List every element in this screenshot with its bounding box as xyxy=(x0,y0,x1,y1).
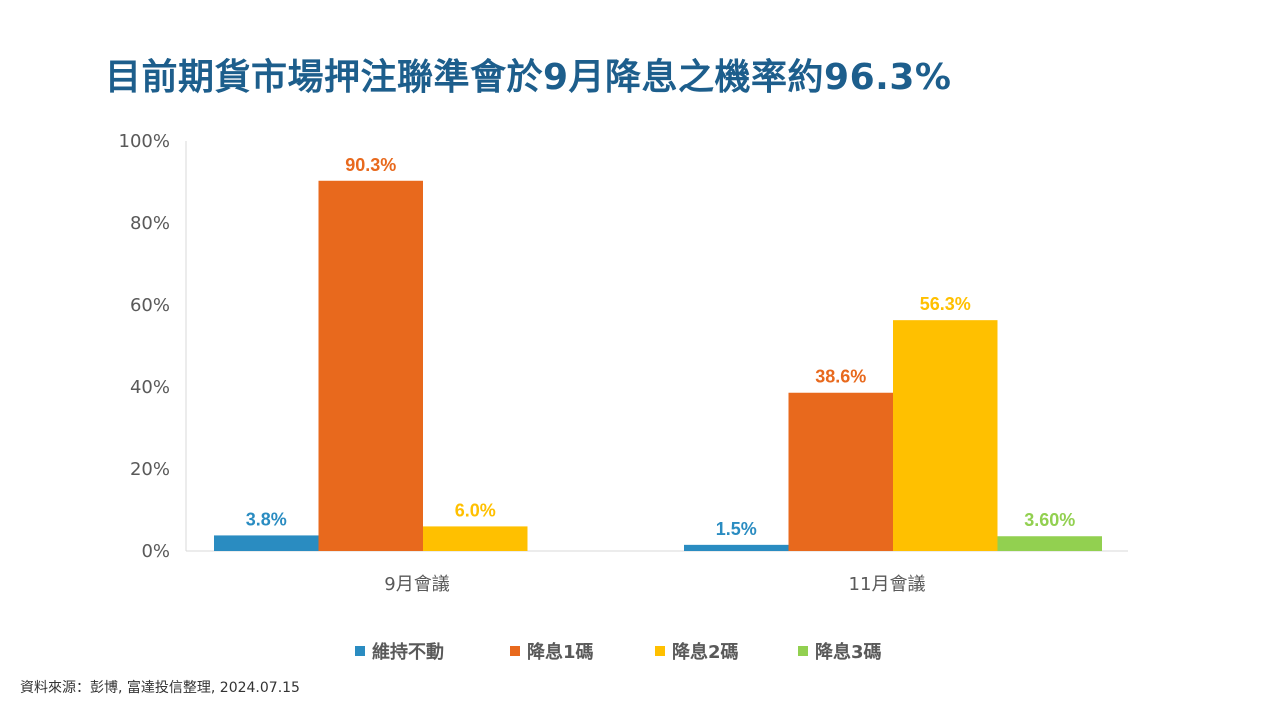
legend-label-cut-50bp: 降息2碼 xyxy=(672,642,739,663)
bar xyxy=(997,536,1102,551)
legend-label-cut-75bp: 降息3碼 xyxy=(815,642,882,663)
bar xyxy=(893,320,998,551)
legend-swatch-cut-25bp xyxy=(510,646,520,656)
data-label: 56.3% xyxy=(920,294,971,314)
data-label: 3.8% xyxy=(246,509,287,529)
bar xyxy=(214,535,319,551)
legend-label-hold: 維持不動 xyxy=(372,642,444,663)
legend-label-cut-25bp: 降息1碼 xyxy=(527,642,594,663)
data-label: 90.3% xyxy=(345,155,396,175)
source-note: 資料來源：彭博, 富達投信整理, 2024.07.15 xyxy=(20,680,300,696)
data-label: 6.0% xyxy=(455,500,496,520)
y-tick-label: 80% xyxy=(130,213,170,234)
y-tick-label: 20% xyxy=(130,459,170,480)
y-tick-label: 100% xyxy=(119,131,170,152)
legend-item-cut-75bp: 降息3碼 xyxy=(798,638,882,664)
bar xyxy=(423,526,528,551)
y-tick-label: 0% xyxy=(141,541,170,562)
y-tick-label: 40% xyxy=(130,377,170,398)
x-category-label: 11月會議 xyxy=(849,574,926,595)
chart-title: 目前期貨市場押注聯準會於9月降息之機率約96.3% xyxy=(105,57,952,98)
legend-swatch-cut-75bp xyxy=(798,646,808,656)
legend-item-cut-50bp: 降息2碼 xyxy=(655,638,739,664)
legend-item-cut-25bp: 降息1碼 xyxy=(510,638,594,664)
data-label: 3.60% xyxy=(1024,510,1075,530)
x-category-label: 9月會議 xyxy=(384,574,449,595)
legend-item-hold: 維持不動 xyxy=(355,638,444,664)
bar xyxy=(684,544,789,551)
legend: 維持不動 降息1碼 降息2碼 降息3碼 xyxy=(0,638,1280,664)
bar xyxy=(788,392,893,551)
legend-swatch-cut-50bp xyxy=(655,646,665,656)
legend-swatch-hold xyxy=(355,646,365,656)
bar xyxy=(318,180,423,551)
bar-chart: 0% 20% 40% 60% 80% 100% 3.8% 90.3% 6.0% 9月會議 1.5% 3… xyxy=(119,131,1128,595)
data-label: 1.5% xyxy=(716,519,757,539)
data-label: 38.6% xyxy=(815,367,866,387)
y-tick-label: 60% xyxy=(130,295,170,316)
